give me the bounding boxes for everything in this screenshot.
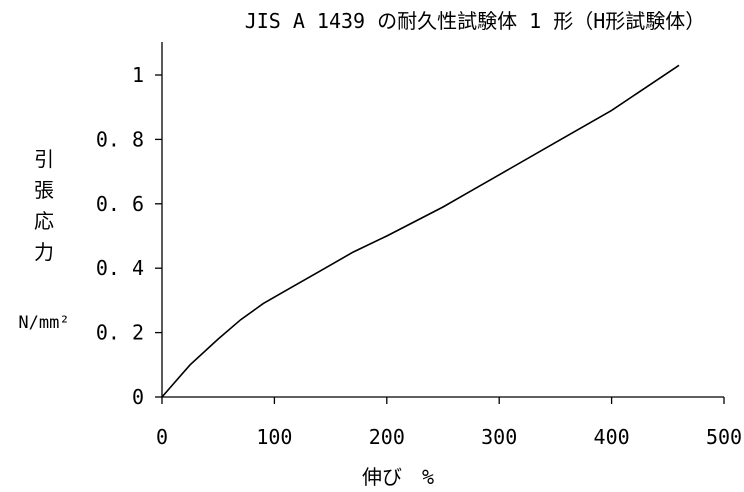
x-tick-label: 200 xyxy=(369,425,405,449)
y-axis-label-char: 力 xyxy=(34,240,54,264)
x-tick-label: 100 xyxy=(256,425,292,449)
y-tick-label: 0. 8 xyxy=(96,127,144,151)
series-line xyxy=(161,64,680,398)
y-axis-ticks: 0 0. 2 0. 4 0. 6 0. 8 1 xyxy=(96,63,162,409)
y-tick-label: 0 xyxy=(132,385,144,409)
y-axis-label-char: 応 xyxy=(34,209,54,233)
y-tick-label: 0. 6 xyxy=(96,192,144,216)
x-tick-label: 0 xyxy=(156,425,168,449)
y-axis-label-char: 張 xyxy=(34,178,54,202)
x-tick-label: 500 xyxy=(706,425,742,449)
y-tick-label: 0. 4 xyxy=(96,256,144,280)
x-axis-label: 伸び % xyxy=(362,465,434,489)
y-axis-unit-label: N/mm² xyxy=(18,313,69,333)
y-axis-label-char: 引 xyxy=(34,147,54,171)
y-tick-label: 0. 2 xyxy=(96,321,144,345)
x-axis-ticks: 0 100 200 300 400 500 xyxy=(156,397,742,449)
y-tick-label: 1 xyxy=(132,63,144,87)
x-tick-label: 300 xyxy=(481,425,517,449)
x-tick-label: 400 xyxy=(594,425,630,449)
chart-title: JIS A 1439 の耐久性試験体 1 形（H形試験体） xyxy=(245,9,706,33)
